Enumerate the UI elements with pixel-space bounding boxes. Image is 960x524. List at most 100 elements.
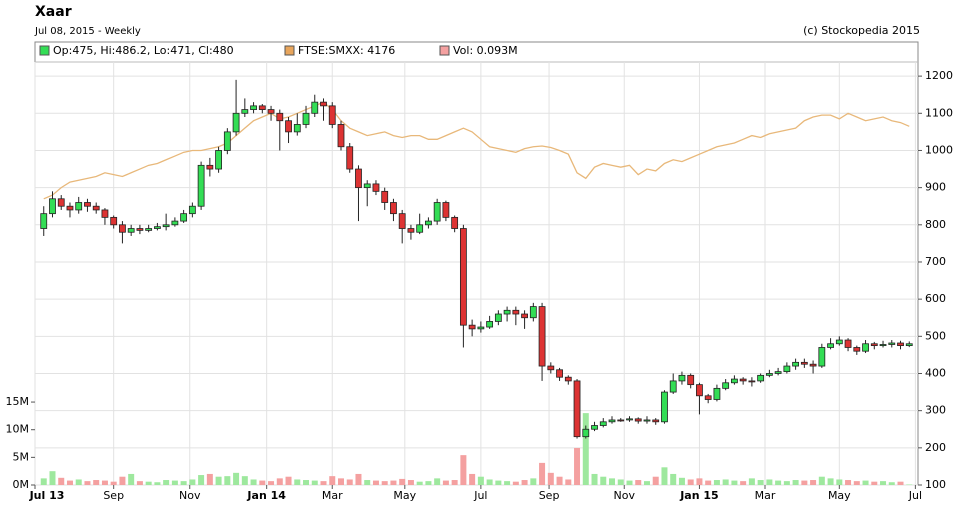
volume-bar (792, 480, 799, 485)
candle-body (748, 380, 756, 383)
candle-body (661, 391, 668, 423)
candle-body (783, 365, 791, 373)
y2-tick-label: 10M (6, 423, 30, 436)
candle-body (127, 228, 135, 233)
candle-body (241, 109, 249, 114)
volume-bar (206, 473, 213, 485)
candle-body (171, 220, 179, 226)
volume-bar (311, 480, 318, 485)
volume-bar (189, 479, 196, 485)
candle-body (258, 105, 266, 110)
volume-bar (460, 455, 467, 485)
candle-body (696, 384, 703, 397)
candle-body (285, 120, 292, 133)
candle-body (582, 428, 590, 438)
candle-body (223, 131, 231, 151)
volume-bar (661, 467, 668, 485)
volume-bar (154, 482, 161, 485)
volume-bar (320, 481, 327, 485)
candle-body (573, 380, 581, 438)
candle-body (346, 146, 354, 170)
volume-bar (521, 480, 528, 485)
y2-tick-label: 0M (13, 478, 30, 491)
x-tick-label: Jul 13 (29, 489, 65, 502)
candle-body (503, 309, 511, 315)
x-tick-label: Jan 14 (246, 489, 286, 502)
volume-bar (617, 479, 624, 485)
volume-bar (372, 480, 379, 485)
y-tick-label: 700 (925, 255, 946, 268)
volume-bar (136, 481, 143, 485)
volume-bar (381, 481, 388, 485)
candle-body (206, 164, 214, 170)
candle-body (75, 202, 83, 211)
y2-tick-label: 5M (13, 450, 30, 463)
volume-bar (425, 481, 432, 485)
candle-body (468, 324, 476, 330)
x-tick-label: Mar (755, 489, 776, 502)
volume-bar (713, 480, 720, 485)
candle-body (844, 339, 852, 348)
volume-bar (818, 476, 825, 485)
volume-bar (390, 480, 397, 485)
volume-bar (241, 476, 248, 485)
x-tick-label: Jul (908, 489, 922, 502)
volume-bar (783, 481, 790, 485)
candle-body (293, 124, 301, 133)
candle-body (809, 363, 817, 367)
volume-bar (880, 481, 887, 485)
volume-bar (801, 480, 808, 485)
candle-body (162, 224, 170, 228)
y-tick-label: 800 (925, 218, 946, 231)
candle-body (486, 321, 494, 328)
candle-body (57, 198, 65, 207)
volume-bar (705, 480, 712, 485)
x-tick-label: May (828, 489, 851, 502)
legend-label: Op:475, Hi:486.2, Lo:471, Cl:480 (53, 44, 234, 57)
volume-bar (626, 480, 633, 485)
volume-bar (565, 479, 572, 485)
volume-bar (399, 478, 406, 485)
legend-label: Vol: 0.093M (453, 44, 518, 57)
volume-bar (678, 477, 685, 485)
volume-bar (582, 413, 589, 485)
candle-body (302, 112, 310, 125)
candle-body (713, 387, 721, 400)
volume-bar (198, 475, 205, 485)
candle-body (521, 313, 528, 319)
candle-body (40, 213, 48, 229)
volume-bar (407, 480, 414, 485)
volume-bar (128, 473, 135, 485)
chart-title: Xaar (35, 4, 72, 20)
x-tick-label: Jan 15 (679, 489, 718, 502)
candle-body (425, 220, 432, 226)
candle-body (451, 216, 459, 229)
candle-body (722, 382, 730, 389)
volume-bar (442, 480, 449, 485)
candle-body (888, 342, 896, 345)
candle-body (547, 365, 555, 371)
candle-body (92, 205, 100, 211)
volume-bar (355, 473, 362, 485)
volume-bar (504, 481, 511, 485)
candle-body (267, 109, 275, 114)
candle-body (153, 226, 161, 229)
volume-bar (530, 478, 537, 485)
x-tick-label: Sep (103, 489, 124, 502)
volume-bar (110, 481, 117, 485)
candle-body (669, 380, 677, 393)
candle-body (634, 418, 642, 422)
candle-body (739, 378, 747, 382)
candle-body (494, 313, 502, 322)
volume-bar (171, 480, 178, 485)
volume-bar (827, 478, 834, 485)
volume-bar (294, 479, 301, 485)
volume-bar (731, 480, 738, 485)
candle-body (390, 202, 397, 215)
candle-body (862, 343, 869, 352)
volume-bar (687, 479, 694, 485)
volume-bar (853, 481, 860, 485)
volume-bar (906, 484, 913, 485)
candle-body (774, 371, 782, 374)
